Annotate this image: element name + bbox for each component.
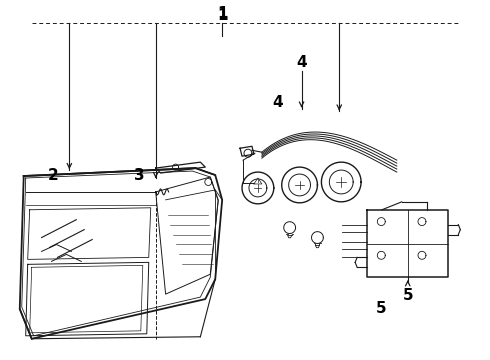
Text: 1: 1 (217, 8, 227, 23)
Text: 4: 4 (296, 55, 307, 71)
Text: 3: 3 (133, 167, 144, 183)
Text: 4: 4 (272, 95, 283, 110)
Text: 1: 1 (217, 6, 227, 21)
Text: 5: 5 (376, 301, 386, 316)
Text: 2: 2 (48, 167, 59, 183)
Text: 5: 5 (402, 288, 413, 303)
